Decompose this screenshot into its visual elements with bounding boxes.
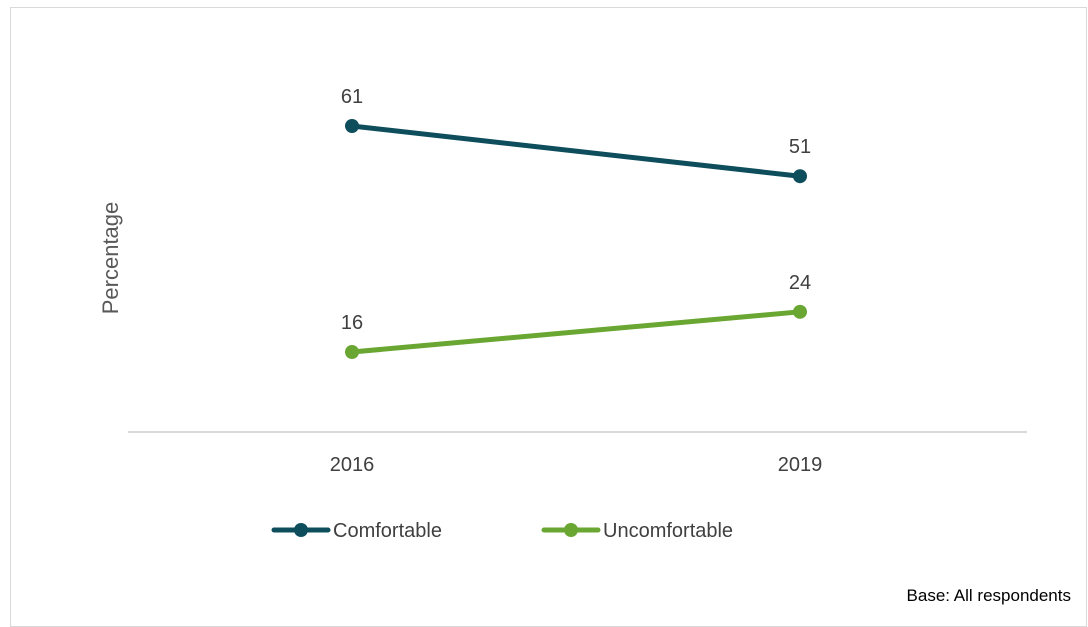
legend-swatch-marker bbox=[564, 523, 578, 537]
x-tick-label: 2016 bbox=[330, 454, 375, 476]
legend-label: Comfortable bbox=[333, 520, 442, 542]
data-point bbox=[793, 169, 807, 184]
y-axis-title: Percentage bbox=[98, 202, 123, 315]
data-point bbox=[345, 119, 359, 133]
data-label: 51 bbox=[789, 136, 811, 158]
data-point bbox=[793, 304, 807, 319]
legend-item-comfortable: Comfortable bbox=[271, 520, 442, 542]
data-label: 61 bbox=[341, 86, 363, 108]
series-line bbox=[349, 123, 803, 179]
x-axis-ticks: 2016 2019 bbox=[330, 454, 823, 476]
legend-label: Uncomfortable bbox=[603, 520, 733, 542]
legend-swatch-marker bbox=[294, 523, 308, 537]
data-label: 24 bbox=[789, 272, 811, 294]
x-tick-label: 2019 bbox=[778, 454, 823, 476]
legend-item-uncomfortable: Uncomfortable bbox=[541, 520, 733, 542]
base-footnote: Base: All respondents bbox=[906, 586, 1071, 605]
series-comfortable: 61 51 bbox=[341, 86, 811, 184]
data-point bbox=[345, 345, 359, 359]
legend: Comfortable Uncomfortable bbox=[271, 520, 733, 542]
data-label: 16 bbox=[341, 312, 363, 334]
series-line bbox=[349, 309, 803, 355]
